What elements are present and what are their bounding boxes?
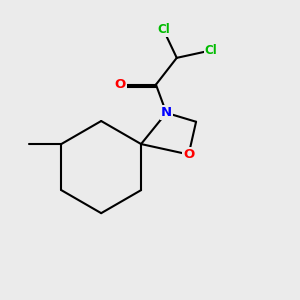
Text: O: O (115, 78, 126, 91)
Text: O: O (183, 148, 194, 161)
Text: N: N (161, 106, 172, 119)
Text: Cl: Cl (157, 23, 170, 36)
Text: Cl: Cl (205, 44, 217, 57)
